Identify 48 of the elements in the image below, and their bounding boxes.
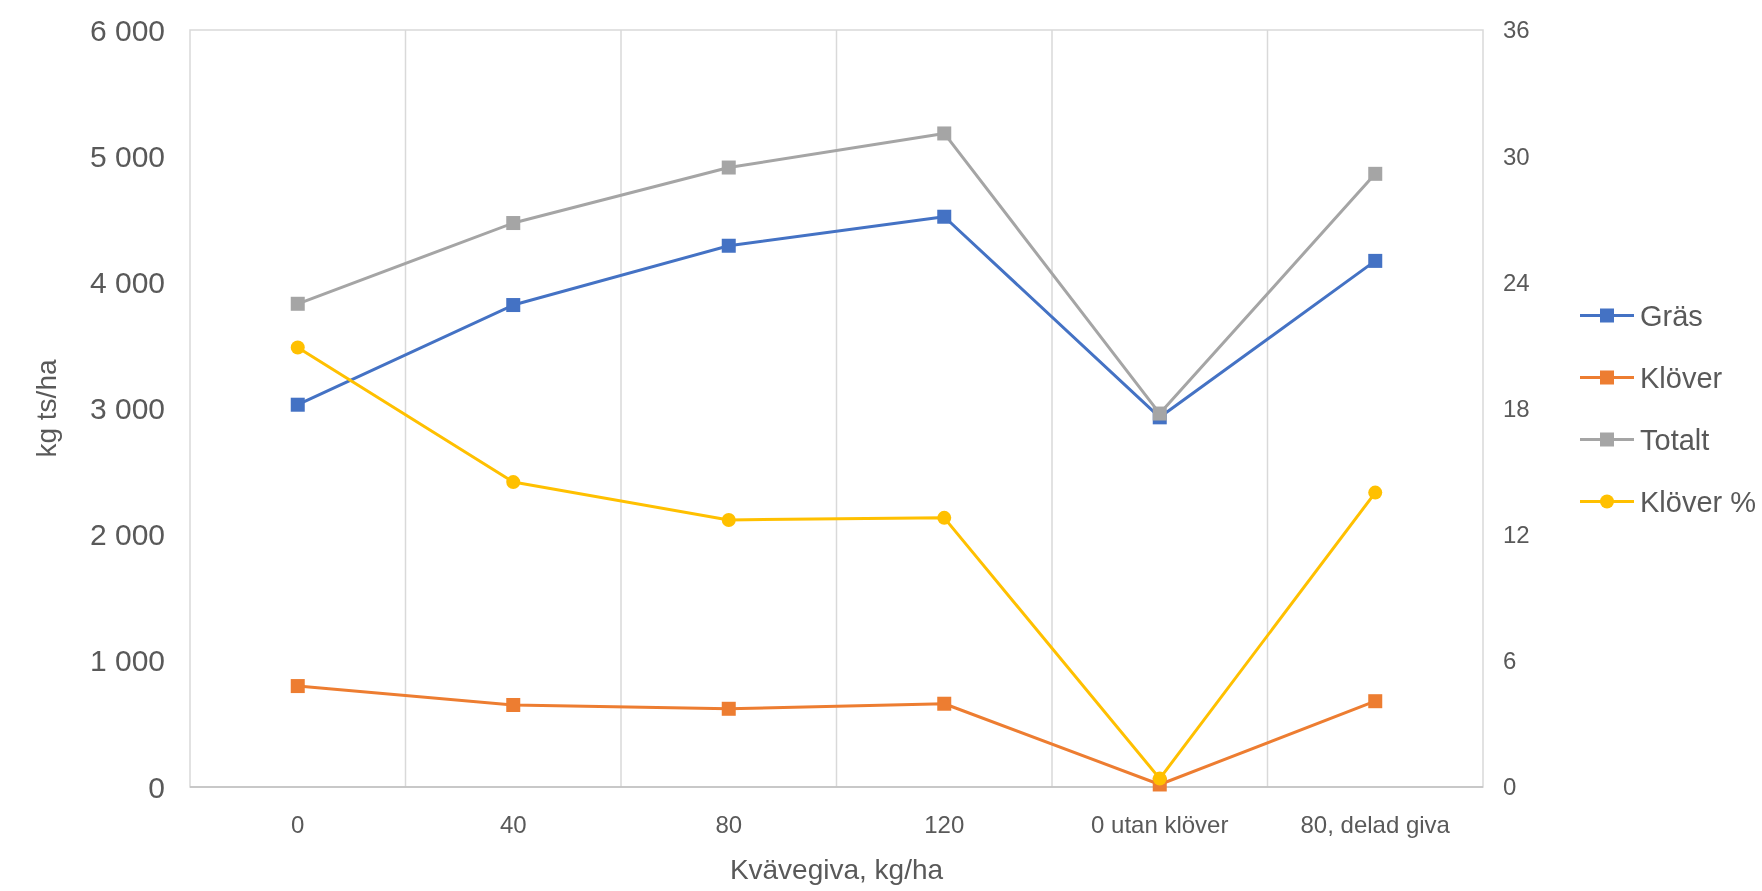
point [937, 696, 952, 711]
y2-tick-label: 30 [1503, 142, 1530, 170]
point [721, 512, 736, 527]
point [1368, 694, 1383, 709]
y-tick-label: 1 000 [89, 644, 165, 678]
point [937, 209, 952, 224]
x-tick-label: 80 [715, 811, 743, 838]
y-axis-title: kg ts/ha [31, 359, 62, 458]
point [721, 701, 736, 716]
x-tick-label: 120 [924, 811, 965, 838]
point [1152, 771, 1167, 786]
point [1368, 166, 1383, 181]
y2-tick-label: 24 [1503, 268, 1530, 296]
point [1368, 253, 1383, 268]
y2-tick-label: 18 [1503, 394, 1530, 422]
point [506, 298, 521, 313]
point [506, 216, 521, 231]
y2-tick-label: 6 [1503, 647, 1517, 675]
x-tick-label: 0 utan klöver [1091, 811, 1229, 838]
y-tick-label: 2 000 [89, 518, 165, 552]
point [937, 510, 952, 525]
point [290, 296, 305, 311]
point [721, 238, 736, 253]
legend-label: Gräs [1640, 299, 1703, 332]
x-axis-title: Kvävegiva, kg/ha [729, 854, 944, 885]
y-tick-label: 3 000 [89, 392, 165, 425]
y2-tick-label: 36 [1503, 16, 1530, 44]
point [721, 160, 736, 175]
point [937, 126, 952, 141]
point [506, 697, 521, 712]
legend-label: Klöver [1640, 361, 1723, 394]
y-tick-label: 6 000 [89, 13, 165, 47]
point [290, 340, 305, 355]
y-tick-label: 4 000 [89, 265, 165, 299]
x-tick-label: 40 [499, 811, 527, 838]
y-tick-label: 0 [148, 770, 165, 804]
y-tick-label: 5 000 [89, 139, 165, 173]
y2-tick-label: 0 [1503, 773, 1517, 801]
y2-tick-label: 12 [1503, 521, 1530, 549]
point [506, 475, 521, 490]
point [1368, 485, 1383, 500]
x-tick-label: 0 [291, 811, 305, 838]
legend-label: Klöver % [1640, 485, 1757, 518]
point [290, 679, 305, 694]
point [290, 397, 305, 412]
point [1152, 406, 1167, 421]
legend-label: Totalt [1640, 423, 1710, 456]
x-tick-label: 80, delad giva [1300, 811, 1451, 838]
